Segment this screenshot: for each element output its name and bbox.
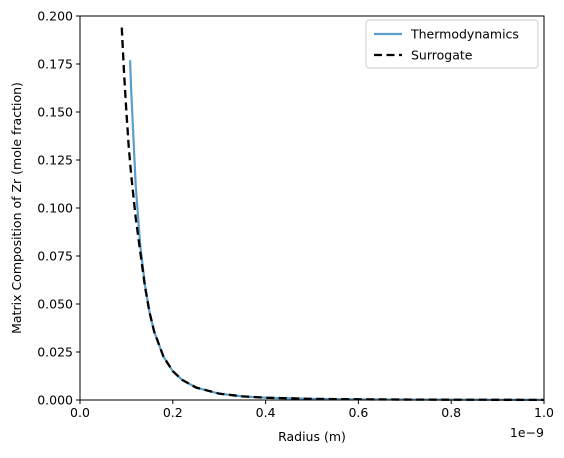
x-axis-offset-label: 1e−9 [510,425,544,440]
series-line-surrogate [120,27,545,402]
y-tick-label: 0.000 [37,393,73,408]
y-tick-label: 0.175 [37,57,73,72]
x-tick-label: 1.0 [534,405,554,420]
x-tick-label: 0.6 [348,405,368,420]
x-axis-label: Radius (m) [278,429,346,444]
y-tick-label: 0.200 [37,9,73,24]
y-tick-label: 0.075 [37,249,73,264]
x-tick-label: 0.2 [163,405,183,420]
x-tick-label: 0.0 [70,405,90,420]
y-tick-label: 0.150 [37,105,73,120]
legend-label: Thermodynamics [410,27,519,42]
x-tick-label: 0.4 [256,405,276,420]
y-tick-label: 0.100 [37,201,73,216]
y-tick-label: 0.125 [37,153,73,168]
y-tick-label: 0.025 [37,345,73,360]
legend-label: Surrogate [411,48,473,63]
x-axis: 0.0 0.2 0.4 0.6 0.8 1.0 [70,400,554,420]
y-axis: 0.000 0.025 0.050 0.075 0.100 0.125 0.150 0.175… [37,9,80,408]
y-axis-label: Matrix Composition of Zr (mole fraction) [9,82,24,334]
legend-box [365,19,539,69]
plot-area [80,16,544,400]
x-tick-label: 0.8 [441,405,461,420]
y-tick-label: 0.050 [37,297,73,312]
legend: Thermodynamics Surrogate [365,19,539,69]
